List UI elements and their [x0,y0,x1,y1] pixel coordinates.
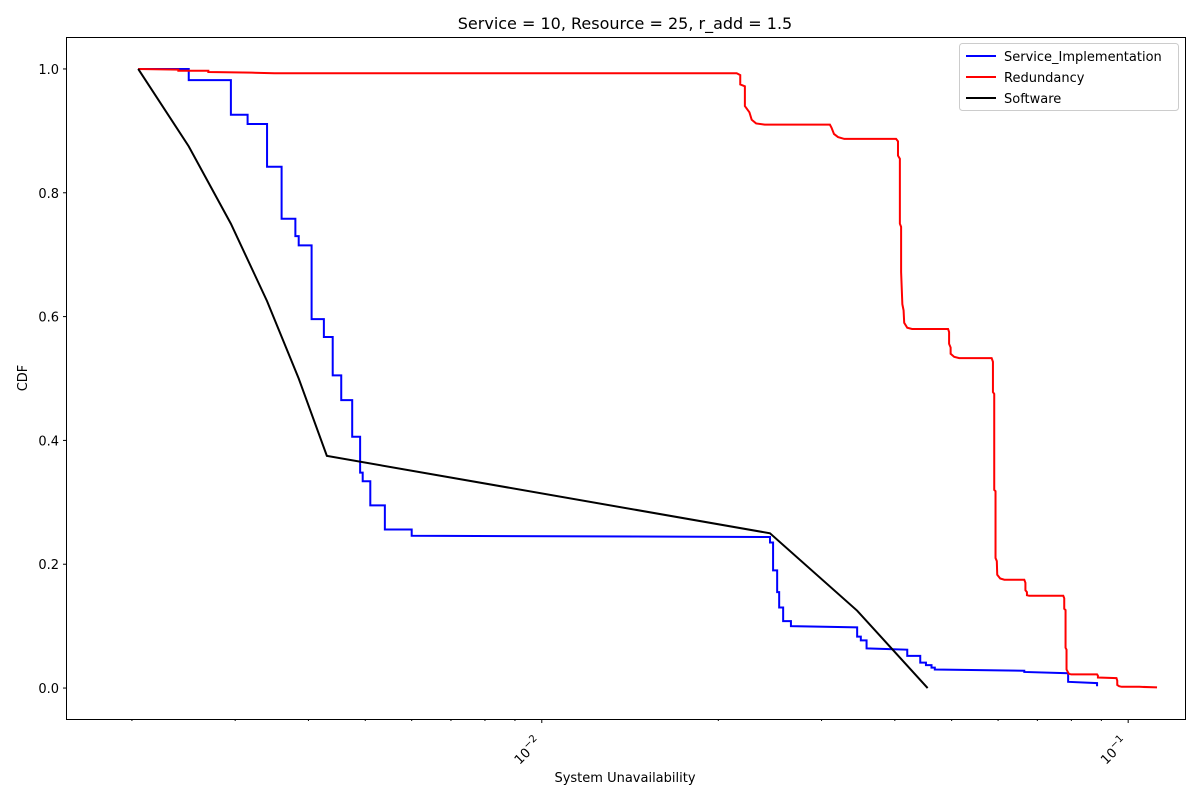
y-tick-label-0-6: 0.6 [38,311,59,326]
x-tick-label-−1: 10−1 [1096,733,1131,768]
plot-series [137,67,1158,689]
y-tick-label-0-0: 0.0 [38,682,59,697]
series-line-software [137,68,929,689]
series-line-service-implementation [138,67,1099,687]
y-axis-ticks: 0.0 0.2 0.4 0.6 0.8 1.0 [38,63,67,697]
legend-label-service-implementation: Service_Implementation [1004,50,1162,65]
x-axis-label: System Unavailability [554,771,695,786]
y-tick-label-1-0: 1.0 [38,63,59,78]
plot-frame [66,37,1186,720]
x-tick-label-−2: 10−2 [510,733,545,768]
legend-label-software: Software [1004,92,1061,107]
series-line-redundancy [138,67,1158,689]
y-tick-label-0-2: 0.2 [38,558,59,573]
y-axis-label: CDF [16,365,31,392]
y-tick-label-0-8: 0.8 [38,187,59,202]
chart-title: Service = 10, Resource = 25, r_add = 1.5 [458,14,792,34]
legend-frame [959,43,1179,111]
legend-label-redundancy: Redundancy [1004,71,1085,86]
x-axis-ticks: 10−2 10−1 [131,719,1131,768]
y-tick-label-0-4: 0.4 [38,434,59,449]
legend: Service_Implementation Redundancy Softwa… [959,43,1179,111]
